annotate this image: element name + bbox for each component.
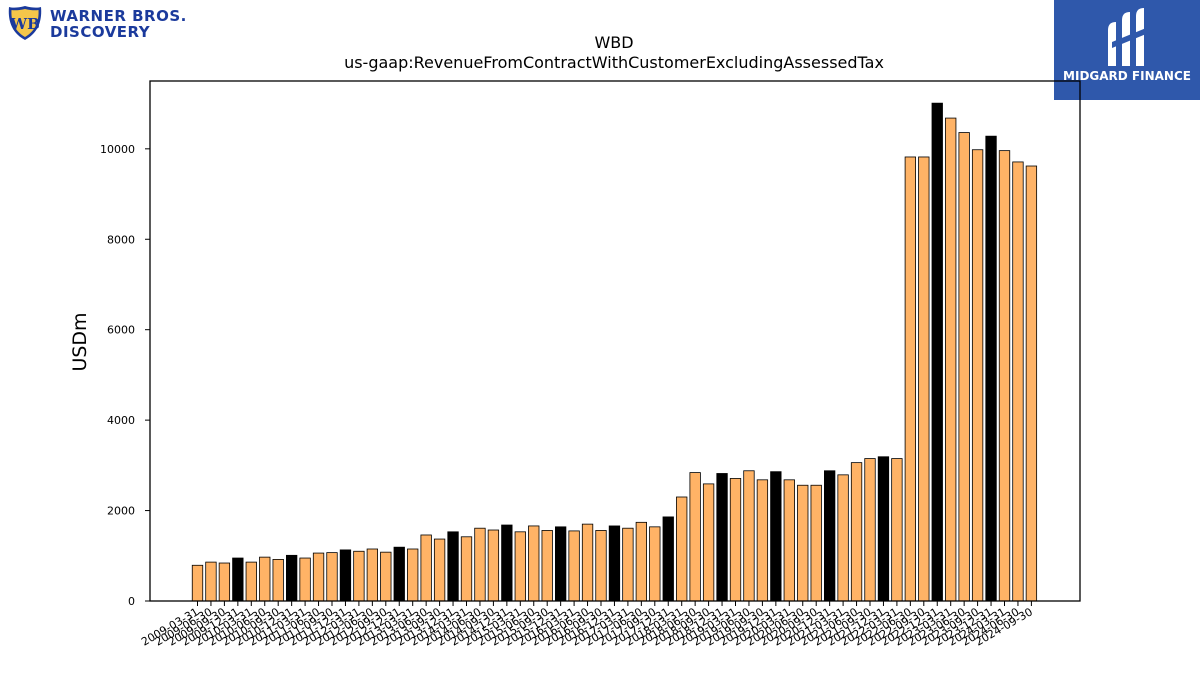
bar-2020-06-30 xyxy=(797,484,809,602)
bar-2017-09-30 xyxy=(649,526,661,602)
bar-2010-06-30 xyxy=(259,556,271,602)
y-tick-label: 0 xyxy=(128,595,135,608)
bar-2022-03-31 xyxy=(891,458,903,602)
bar-2023-09-30 xyxy=(971,149,984,602)
bars-group xyxy=(191,102,1038,602)
bar-2021-03-31 xyxy=(837,474,849,602)
bar-2019-12-31 xyxy=(770,471,782,602)
bar-2023-12-31 xyxy=(985,135,997,602)
bar-2021-09-30 xyxy=(864,458,876,602)
bar-2019-06-30 xyxy=(743,470,755,602)
midgard-monogram-icon xyxy=(1108,8,1146,66)
bar-2011-03-31 xyxy=(299,557,311,602)
bar-2011-12-31 xyxy=(339,549,352,602)
bar-2020-03-31 xyxy=(783,479,795,602)
bar-2024-03-31 xyxy=(998,150,1011,602)
bar-2016-12-31 xyxy=(608,525,621,602)
bar-2018-06-30 xyxy=(689,472,701,602)
svg-text:WB: WB xyxy=(9,15,40,33)
bar-2014-06-30 xyxy=(474,527,486,602)
bar-2010-12-31 xyxy=(285,554,298,602)
bar-2015-09-30 xyxy=(541,530,553,602)
bar-2009-09-30 xyxy=(218,562,231,602)
bar-2013-03-31 xyxy=(407,548,419,602)
bar-2014-12-31 xyxy=(501,524,513,602)
midgard-finance-logo: MIDGARD FINANCE xyxy=(1054,0,1200,100)
y-axis-label: USDm xyxy=(69,312,91,371)
bar-2014-03-31 xyxy=(460,536,473,602)
bar-2021-12-31 xyxy=(877,456,890,602)
bar-2017-06-30 xyxy=(635,521,647,602)
bar-2015-12-31 xyxy=(555,526,567,602)
y-tick-label: 6000 xyxy=(107,324,135,337)
bar-2018-09-30 xyxy=(702,483,715,602)
bar-2023-03-31 xyxy=(945,117,957,602)
bar-2016-06-30 xyxy=(581,523,594,602)
plot-frame xyxy=(149,80,1081,602)
bar-2017-12-31 xyxy=(662,516,674,602)
bar-2012-12-31 xyxy=(393,546,405,602)
y-tick-label: 2000 xyxy=(107,505,135,518)
bar-2009-03-31 xyxy=(191,564,204,602)
bar-2009-12-31 xyxy=(232,557,244,602)
wb-shield-icon: WB xyxy=(8,6,42,40)
bar-2011-06-30 xyxy=(312,552,325,602)
bar-2019-09-30 xyxy=(756,479,769,602)
logo-brand-name: MIDGARD FINANCE xyxy=(1063,69,1191,83)
bar-2012-06-30 xyxy=(366,548,379,602)
warner-bros-discovery-logo: WB WARNER BROS. DISCOVERY xyxy=(6,4,206,44)
bar-2015-06-30 xyxy=(528,525,540,602)
bar-2023-06-30 xyxy=(958,132,970,602)
bar-2024-06-30 xyxy=(1012,161,1024,602)
bar-2018-03-31 xyxy=(676,496,688,602)
bar-2013-06-30 xyxy=(420,534,432,602)
bar-2013-09-30 xyxy=(433,538,446,602)
chart-subtitle: us-gaap:RevenueFromContractWithCustomerE… xyxy=(344,53,884,72)
bar-2013-12-31 xyxy=(447,531,459,602)
bar-2024-09-30 xyxy=(1025,165,1038,602)
bar-2022-06-30 xyxy=(904,156,916,602)
y-axis: 0 2000 4000 6000 8000 10000 xyxy=(100,143,150,608)
bar-2009-06-30 xyxy=(205,561,217,602)
y-tick-label: 4000 xyxy=(107,414,135,427)
bar-2020-09-30 xyxy=(810,484,822,602)
bar-2014-09-30 xyxy=(487,529,500,602)
bar-2012-03-31 xyxy=(353,550,365,602)
y-tick-label: 10000 xyxy=(100,143,135,156)
bar-2018-12-31 xyxy=(716,473,728,602)
bar-2019-03-31 xyxy=(729,478,742,602)
bar-2022-09-30 xyxy=(918,156,930,602)
logo-wordmark: WARNER BROS. DISCOVERY xyxy=(50,8,187,40)
bar-2011-09-30 xyxy=(326,552,338,602)
bar-2021-06-30 xyxy=(850,462,863,602)
bar-2016-09-30 xyxy=(595,530,607,602)
x-axis: 2009-03-312009-06-302009-09-302009-12-31… xyxy=(139,601,1035,649)
logo-line-1: WARNER BROS. xyxy=(50,7,187,25)
bar-2010-03-31 xyxy=(245,561,257,602)
chart-title: WBD xyxy=(594,33,633,52)
bar-2022-12-31 xyxy=(931,102,943,602)
bar-2010-09-30 xyxy=(272,559,284,602)
bar-2017-03-31 xyxy=(622,527,634,602)
bar-2012-09-30 xyxy=(380,551,392,602)
bar-2015-03-31 xyxy=(514,531,526,602)
logo-line-2: DISCOVERY xyxy=(50,23,151,41)
y-tick-label: 8000 xyxy=(107,233,135,246)
bar-2016-03-31 xyxy=(568,530,580,602)
bar-2020-12-31 xyxy=(824,470,836,602)
